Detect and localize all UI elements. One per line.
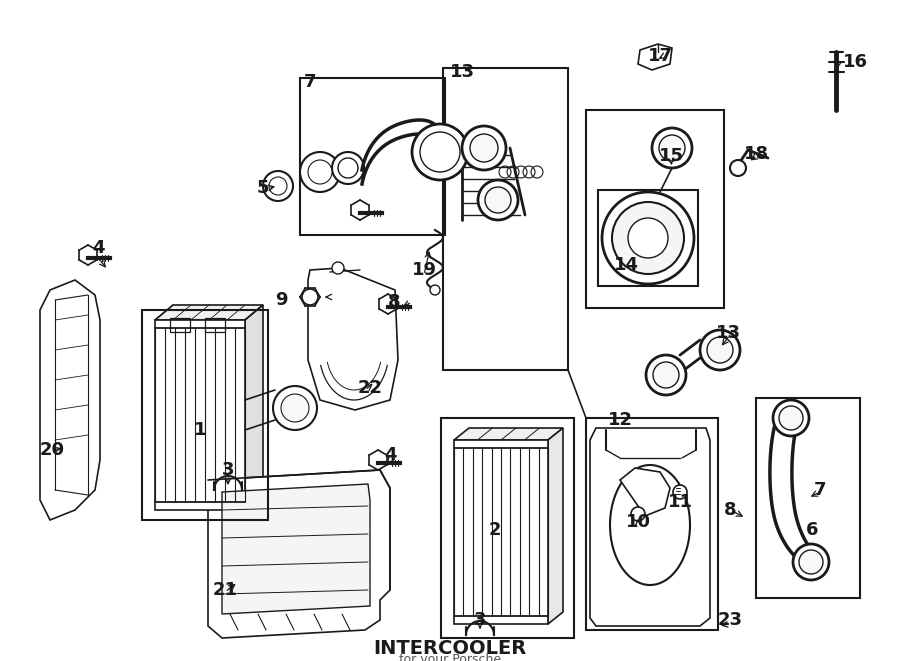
Bar <box>205 318 225 332</box>
Bar <box>300 78 445 235</box>
Circle shape <box>779 406 803 430</box>
Circle shape <box>462 126 506 170</box>
Text: 10: 10 <box>626 513 651 531</box>
Circle shape <box>773 400 809 436</box>
Circle shape <box>308 160 332 184</box>
Text: INTERCOOLER: INTERCOOLER <box>374 639 526 658</box>
Circle shape <box>300 152 340 192</box>
Text: 5: 5 <box>256 179 269 197</box>
Text: 11: 11 <box>668 493 692 511</box>
Polygon shape <box>222 484 370 614</box>
Circle shape <box>412 124 468 180</box>
Text: 13: 13 <box>716 324 741 342</box>
Polygon shape <box>40 280 100 520</box>
Circle shape <box>793 544 829 580</box>
Polygon shape <box>548 428 563 624</box>
Text: 3: 3 <box>473 611 486 629</box>
Bar <box>598 190 698 286</box>
Polygon shape <box>208 470 390 638</box>
Text: 8: 8 <box>724 501 736 519</box>
Bar <box>443 68 568 370</box>
Circle shape <box>673 485 687 499</box>
Text: 16: 16 <box>842 53 868 71</box>
Circle shape <box>700 330 740 370</box>
Polygon shape <box>590 428 710 626</box>
Circle shape <box>430 285 440 295</box>
Polygon shape <box>620 468 670 516</box>
Text: 3: 3 <box>221 461 234 479</box>
Text: 22: 22 <box>357 379 382 397</box>
Circle shape <box>612 202 684 274</box>
Circle shape <box>631 507 645 521</box>
Circle shape <box>420 132 460 172</box>
Circle shape <box>659 135 685 161</box>
Text: 1: 1 <box>194 421 206 439</box>
Text: 8: 8 <box>388 293 400 311</box>
Text: 4: 4 <box>92 239 104 257</box>
Text: 20: 20 <box>40 441 65 459</box>
Circle shape <box>281 394 309 422</box>
Text: for your Porsche: for your Porsche <box>399 654 501 661</box>
Circle shape <box>646 355 686 395</box>
Text: 23: 23 <box>717 611 742 629</box>
Circle shape <box>628 218 668 258</box>
Text: 21: 21 <box>212 581 238 599</box>
Circle shape <box>273 386 317 430</box>
Circle shape <box>478 180 518 220</box>
Text: 15: 15 <box>659 147 683 165</box>
Circle shape <box>485 187 511 213</box>
Text: 14: 14 <box>614 256 638 274</box>
Circle shape <box>338 158 358 178</box>
Bar <box>155 320 245 510</box>
Text: 7: 7 <box>814 481 826 499</box>
Text: 7: 7 <box>304 73 316 91</box>
Bar <box>586 110 724 308</box>
Bar <box>142 310 268 520</box>
Polygon shape <box>454 428 563 440</box>
Text: 12: 12 <box>608 411 633 429</box>
Circle shape <box>269 177 287 195</box>
Circle shape <box>652 128 692 168</box>
Text: 17: 17 <box>647 47 672 65</box>
Bar <box>454 440 548 624</box>
Circle shape <box>470 134 498 162</box>
Text: 18: 18 <box>744 145 770 163</box>
Circle shape <box>730 160 746 176</box>
Circle shape <box>653 362 679 388</box>
Circle shape <box>707 337 733 363</box>
Bar <box>441 418 574 638</box>
Polygon shape <box>155 305 263 320</box>
Bar <box>170 318 190 332</box>
Text: 2: 2 <box>489 521 501 539</box>
Circle shape <box>332 152 364 184</box>
Circle shape <box>302 289 318 305</box>
Polygon shape <box>245 305 263 510</box>
Text: 19: 19 <box>411 261 436 279</box>
Text: 9: 9 <box>274 291 287 309</box>
Circle shape <box>263 171 293 201</box>
Polygon shape <box>638 44 672 70</box>
Text: 6: 6 <box>806 521 818 539</box>
Circle shape <box>602 192 694 284</box>
Polygon shape <box>308 268 398 410</box>
Bar <box>586 418 718 630</box>
Bar <box>756 398 860 598</box>
Ellipse shape <box>610 465 690 585</box>
Text: 4: 4 <box>383 446 396 464</box>
Circle shape <box>799 550 823 574</box>
Text: 13: 13 <box>449 63 474 81</box>
Circle shape <box>332 262 344 274</box>
